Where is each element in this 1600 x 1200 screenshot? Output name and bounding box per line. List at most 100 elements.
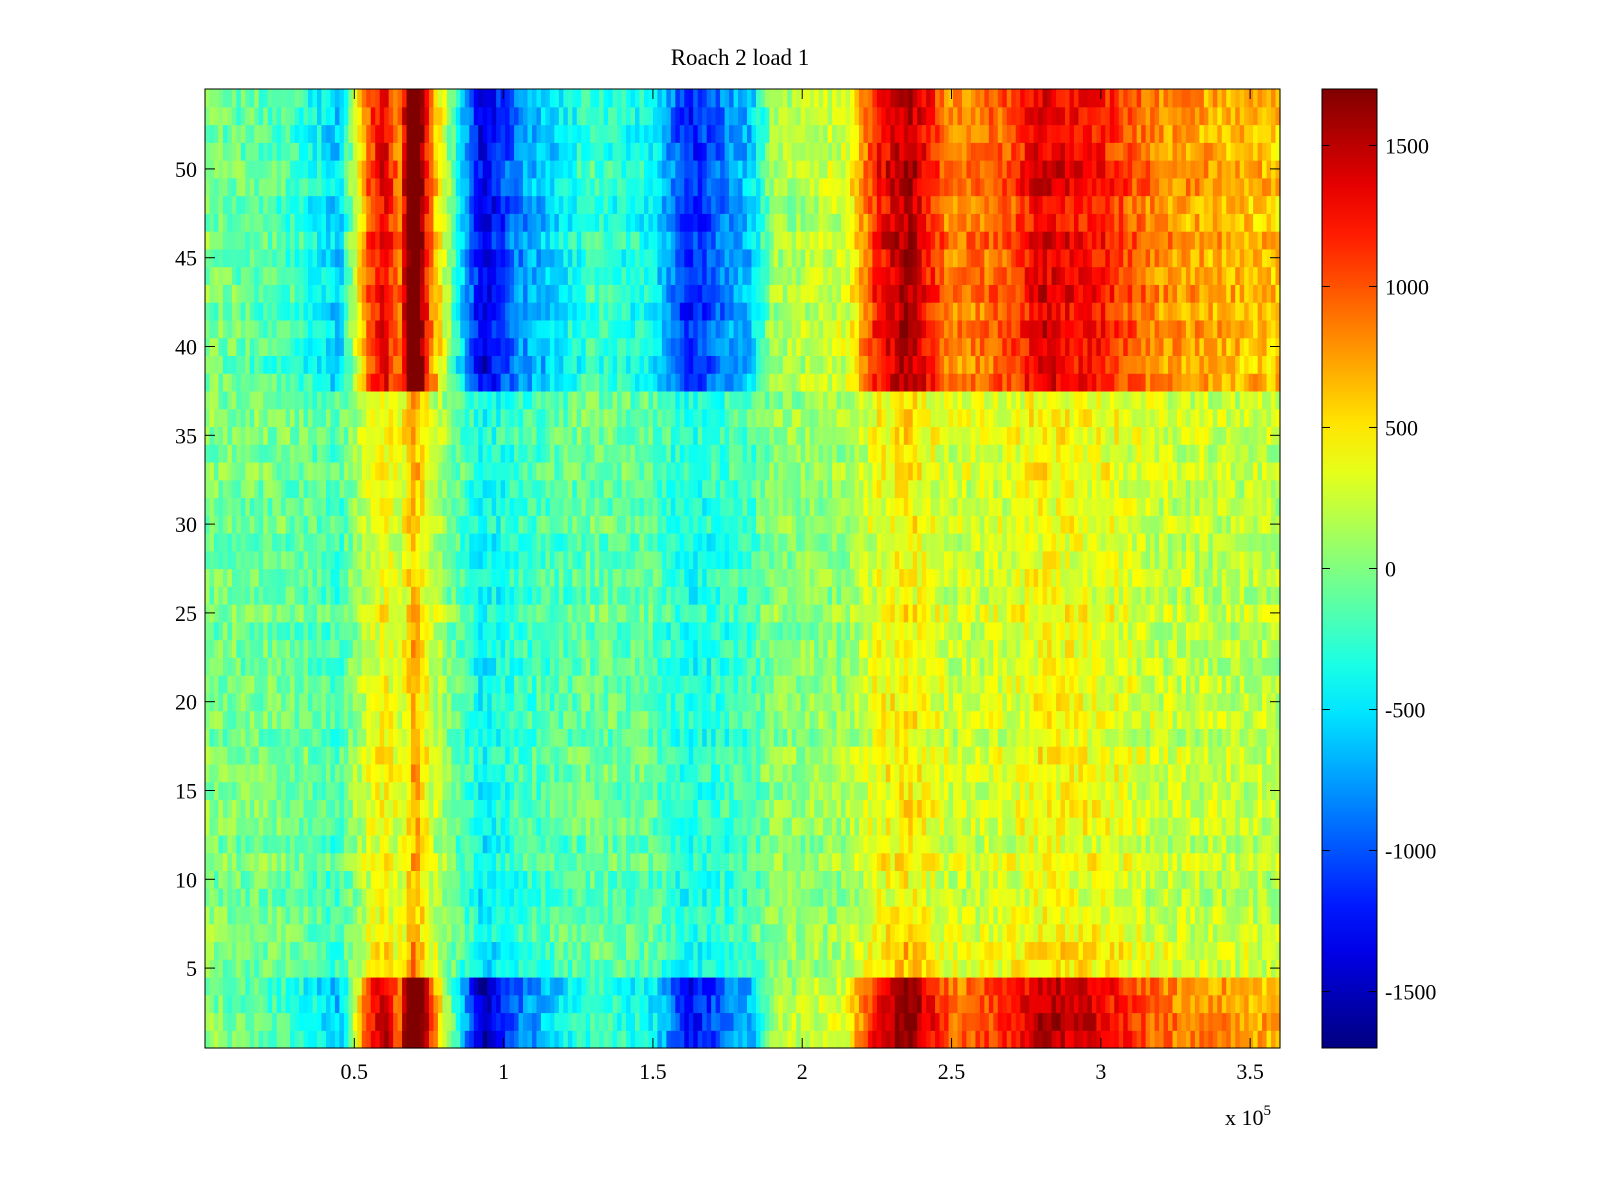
heatmap-cell <box>1118 1012 1124 1031</box>
heatmap-cell <box>433 817 439 836</box>
heatmap-cell <box>240 994 246 1014</box>
heatmap-cell <box>832 994 838 1014</box>
heatmap-cell <box>832 852 838 872</box>
heatmap-cell <box>446 1030 452 1049</box>
heatmap-cell <box>961 1030 968 1049</box>
heatmap-cell <box>1275 941 1281 960</box>
heatmap-cell <box>388 817 394 836</box>
heatmap-cell <box>603 746 609 765</box>
heatmap-cell <box>1221 728 1227 747</box>
heatmap-cell <box>706 763 712 783</box>
heatmap-cell <box>491 1012 497 1031</box>
heatmap-cell <box>841 817 847 836</box>
heatmap-cell <box>961 692 968 712</box>
heatmap-cell <box>885 746 891 765</box>
heatmap-cell <box>290 905 296 925</box>
heatmap-cell <box>290 746 296 765</box>
heatmap-cell <box>393 941 399 960</box>
heatmap-cell <box>1163 728 1169 747</box>
heatmap-cell <box>1271 852 1277 872</box>
heatmap-cell <box>487 994 493 1014</box>
heatmap-cell <box>908 888 914 907</box>
heatmap-cell <box>1114 763 1120 783</box>
heatmap-cell <box>361 710 367 729</box>
heatmap-cell <box>321 817 327 836</box>
heatmap-cell <box>841 834 847 854</box>
heatmap-cell <box>1181 728 1187 747</box>
heatmap-cell <box>523 692 529 712</box>
heatmap-cell <box>1051 888 1057 907</box>
heatmap-cell <box>496 905 502 925</box>
heatmap-cell <box>643 746 650 765</box>
heatmap-cell <box>926 763 932 783</box>
heatmap-cell <box>218 888 224 907</box>
heatmap-cell <box>948 852 954 872</box>
heatmap-cell <box>626 728 632 747</box>
heatmap-cell <box>1100 923 1106 943</box>
heatmap-cell <box>1069 710 1075 729</box>
heatmap-cell <box>1230 710 1236 729</box>
heatmap-cell <box>760 976 766 996</box>
heatmap-cell <box>1266 799 1272 818</box>
heatmap-cell <box>1163 1012 1169 1031</box>
heatmap-cell <box>961 852 968 872</box>
heatmap-cell <box>881 746 887 765</box>
heatmap-cell <box>1190 746 1196 765</box>
heatmap-cell <box>397 852 403 872</box>
heatmap-cell <box>1159 834 1165 854</box>
heatmap-cell <box>639 1030 645 1049</box>
heatmap-cell <box>648 834 654 854</box>
heatmap-cell <box>1065 994 1071 1014</box>
heatmap-cell <box>966 834 972 854</box>
heatmap-cell <box>1020 799 1026 818</box>
heatmap-cell <box>303 905 309 925</box>
heatmap-cell <box>796 834 802 854</box>
heatmap-cell <box>1051 941 1057 960</box>
heatmap-cell <box>823 817 829 836</box>
heatmap-cell <box>1078 905 1084 925</box>
heatmap-cell <box>841 923 847 943</box>
heatmap-cell <box>1212 799 1218 818</box>
heatmap-cell <box>1221 959 1227 978</box>
heatmap-cell <box>1136 1012 1142 1031</box>
heatmap-cell <box>751 1030 757 1049</box>
heatmap-cell <box>881 834 887 854</box>
heatmap-cell <box>1262 941 1268 960</box>
heatmap-cell <box>227 923 233 943</box>
heatmap-cell <box>334 994 340 1014</box>
heatmap-cell <box>684 728 690 747</box>
heatmap-cell <box>576 941 582 960</box>
heatmap-cell <box>778 994 784 1014</box>
heatmap-cell <box>531 834 538 854</box>
heatmap-cell <box>1065 870 1071 889</box>
heatmap-cell <box>527 852 533 872</box>
heatmap-cell <box>738 941 744 960</box>
heatmap-cell <box>702 675 708 694</box>
heatmap-cell <box>818 976 824 996</box>
heatmap-cell <box>885 781 891 800</box>
heatmap-cell <box>850 692 856 712</box>
heatmap-cell <box>1275 994 1281 1014</box>
heatmap-cell <box>850 781 856 800</box>
heatmap-cell <box>397 941 403 960</box>
heatmap-cell <box>213 799 220 818</box>
heatmap-cell <box>402 834 408 854</box>
heatmap-cell <box>536 692 542 712</box>
heatmap-cell <box>966 746 972 765</box>
heatmap-cell <box>545 959 551 978</box>
heatmap-cell <box>1262 905 1268 925</box>
heatmap-cell <box>1154 710 1160 729</box>
heatmap-cell <box>1244 817 1250 836</box>
heatmap-cell <box>308 710 314 729</box>
heatmap-cell <box>496 976 502 996</box>
heatmap-cell <box>755 763 762 783</box>
heatmap-cell <box>984 959 990 978</box>
heatmap-cell <box>1127 728 1133 747</box>
heatmap-cell <box>814 675 820 694</box>
heatmap-cell <box>1212 994 1218 1014</box>
heatmap-cell <box>240 675 246 694</box>
heatmap-cell <box>796 994 802 1014</box>
heatmap-cell <box>236 728 242 747</box>
heatmap-cell <box>679 888 685 907</box>
heatmap-cell <box>379 923 385 943</box>
